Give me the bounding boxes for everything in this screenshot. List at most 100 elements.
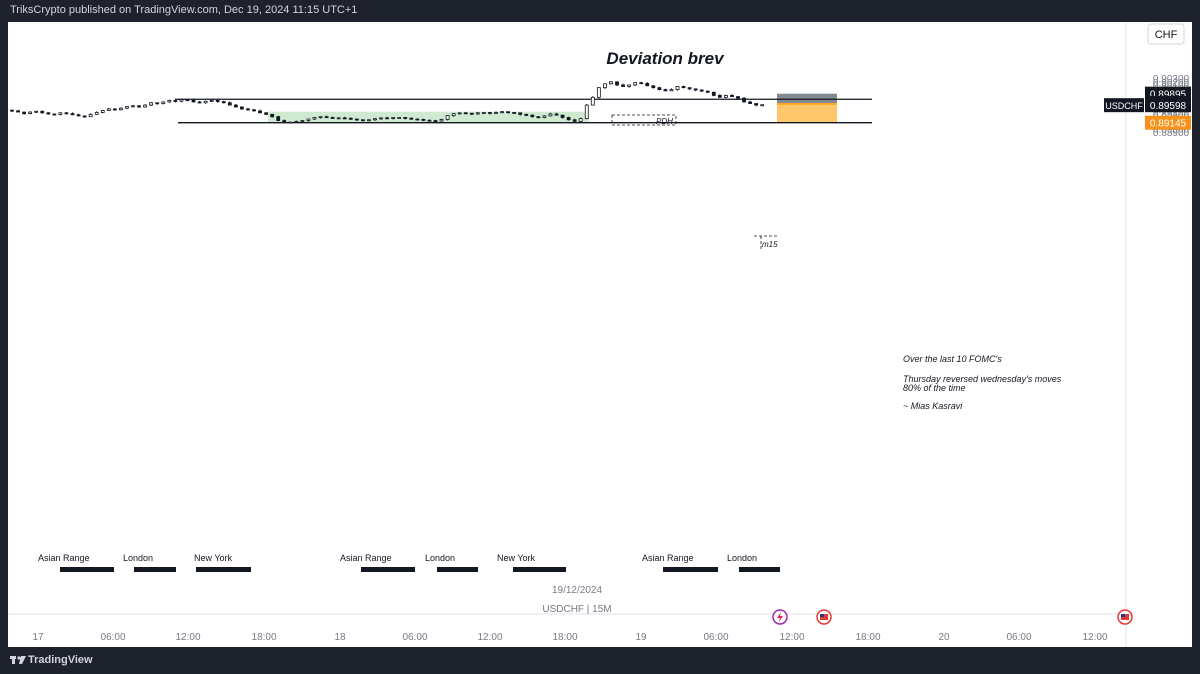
session-label: New York — [194, 553, 233, 563]
session-bar — [134, 567, 176, 572]
y-tick-label: 0.88900 — [1153, 128, 1190, 139]
x-tick-label: 12:00 — [779, 632, 804, 643]
candle-body — [40, 110, 45, 114]
candle-body — [143, 104, 148, 108]
x-tick-label: 18:00 — [552, 632, 577, 643]
currency-button-box[interactable] — [1147, 23, 1185, 45]
candle-body — [239, 106, 244, 110]
candle-body — [367, 119, 371, 122]
candle-body — [451, 113, 456, 116]
session-label: London — [425, 553, 455, 563]
candle-body — [699, 89, 704, 92]
candle-body — [28, 111, 33, 115]
candle-body — [131, 105, 135, 108]
candle-body — [100, 110, 105, 113]
candle-body — [548, 113, 553, 117]
x-tick-label: 06:00 — [1006, 632, 1031, 643]
candle-body — [639, 82, 644, 85]
session-bar — [663, 567, 718, 572]
flag-canton[interactable] — [1121, 614, 1125, 617]
candlestick-chart[interactable]: CHF0.903000.902000.901000.900000.899000.… — [8, 22, 1192, 647]
entry-zone — [777, 103, 837, 106]
candle-body — [675, 86, 680, 91]
candle-body — [161, 101, 166, 104]
candle-body — [445, 115, 450, 120]
range-box — [268, 111, 589, 123]
y-tick-label: 0.90300 — [1153, 74, 1190, 85]
candle-body — [94, 112, 99, 115]
x-tick-label: 18:00 — [855, 632, 880, 643]
candle-body — [693, 88, 698, 91]
session-label: London — [727, 553, 757, 563]
candle-body — [463, 112, 468, 115]
m15-label: m15 — [762, 240, 778, 249]
candle-body — [58, 112, 63, 115]
candle-body — [233, 104, 238, 108]
currency-button-label[interactable]: CHF — [1155, 29, 1178, 41]
session-bar — [60, 567, 114, 572]
price-tag-label: 0.89145 — [1150, 119, 1187, 130]
footer-bar: TradingView — [0, 647, 1200, 674]
candle-body — [34, 110, 39, 113]
candle-body — [318, 116, 323, 119]
candle-body — [754, 103, 759, 106]
candle-body — [288, 121, 293, 124]
us-flag-event-icon[interactable] — [1117, 609, 1133, 625]
candle-body — [469, 112, 474, 115]
candle-body — [137, 105, 141, 108]
price-tag-box — [1145, 115, 1191, 130]
candle-body — [149, 102, 154, 106]
candle-body — [22, 111, 27, 115]
candle-body — [488, 112, 492, 114]
us-flag-event-icon[interactable] — [816, 609, 832, 625]
candle-body — [306, 118, 311, 121]
candle-body — [427, 119, 432, 122]
flag-canton[interactable] — [820, 614, 824, 617]
candle-body — [645, 83, 650, 87]
currency-button[interactable]: CHF — [1147, 23, 1185, 45]
candle-body — [584, 104, 589, 120]
y-tick-label: 0.90200 — [1153, 78, 1190, 89]
candles — [10, 81, 765, 124]
candle-body — [681, 86, 686, 89]
candle-body — [70, 113, 75, 116]
candle-body — [294, 120, 299, 123]
candle-body — [348, 117, 353, 120]
lightning-glyph[interactable] — [777, 612, 783, 622]
x-tick-label: 19 — [635, 632, 647, 643]
y-tick-label: 0.89000 — [1153, 124, 1190, 135]
candle-body — [421, 119, 426, 121]
candle-body — [724, 95, 728, 98]
publisher-bar: TriksCrypto published on TradingView.com… — [0, 0, 1200, 22]
candle-body — [409, 117, 414, 120]
candle-body — [197, 101, 202, 104]
lightning-event-icon[interactable] — [772, 609, 788, 625]
candle-body — [119, 107, 123, 111]
candle-body — [572, 119, 577, 122]
candle-body — [179, 99, 184, 102]
candle-body — [711, 91, 716, 96]
candle-body — [524, 113, 529, 116]
pdh-box — [611, 114, 677, 126]
candle-body — [506, 111, 511, 114]
candle-body — [609, 81, 613, 85]
candle-body — [687, 87, 692, 90]
candle-body — [391, 117, 396, 119]
price-tag-label: 0.89895 — [1150, 90, 1187, 101]
x-tick-label: 18 — [334, 632, 346, 643]
candle-body — [276, 116, 281, 121]
candle-body — [566, 117, 571, 121]
candle-body — [112, 108, 117, 111]
y-tick-label: 0.89400 — [1153, 109, 1190, 120]
candle-body — [167, 100, 172, 103]
candle-body — [705, 90, 710, 93]
candle-body — [494, 112, 498, 114]
candle-body — [330, 117, 335, 119]
candle-body — [46, 112, 51, 115]
candle-body — [76, 114, 81, 117]
candle-body — [621, 84, 625, 87]
chart-frame[interactable]: CHF0.903000.902000.901000.900000.899000.… — [8, 22, 1192, 647]
candle-body — [336, 117, 341, 120]
x-tick-label: 12:00 — [175, 632, 200, 643]
note-line: ~ Mias Kasravi — [903, 401, 963, 411]
